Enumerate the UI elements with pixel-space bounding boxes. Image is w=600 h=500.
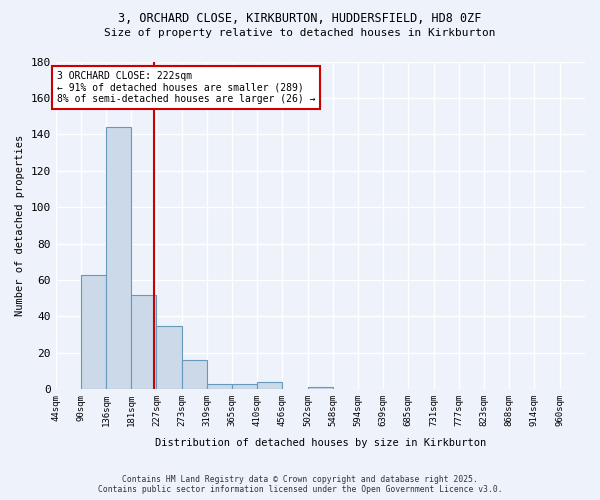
Bar bbox=[81, 274, 106, 390]
Bar bbox=[207, 384, 232, 390]
X-axis label: Distribution of detached houses by size in Kirkburton: Distribution of detached houses by size … bbox=[155, 438, 486, 448]
Bar bbox=[257, 382, 283, 390]
Bar bbox=[106, 127, 131, 390]
Bar bbox=[131, 294, 157, 390]
Text: 3 ORCHARD CLOSE: 222sqm
← 91% of detached houses are smaller (289)
8% of semi-de: 3 ORCHARD CLOSE: 222sqm ← 91% of detache… bbox=[57, 70, 315, 104]
Bar bbox=[232, 384, 257, 390]
Text: Contains HM Land Registry data © Crown copyright and database right 2025.
Contai: Contains HM Land Registry data © Crown c… bbox=[98, 474, 502, 494]
Bar bbox=[157, 326, 182, 390]
Bar bbox=[308, 388, 333, 390]
Text: Size of property relative to detached houses in Kirkburton: Size of property relative to detached ho… bbox=[104, 28, 496, 38]
Bar bbox=[182, 360, 207, 390]
Y-axis label: Number of detached properties: Number of detached properties bbox=[15, 135, 25, 316]
Text: 3, ORCHARD CLOSE, KIRKBURTON, HUDDERSFIELD, HD8 0ZF: 3, ORCHARD CLOSE, KIRKBURTON, HUDDERSFIE… bbox=[118, 12, 482, 26]
